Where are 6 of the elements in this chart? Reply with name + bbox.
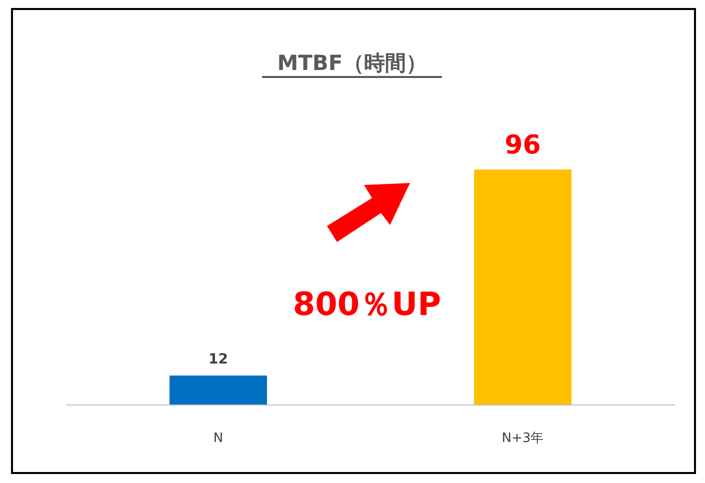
chart-title: MTBF（時間） [277, 51, 427, 75]
data-label: 12 [208, 352, 228, 368]
annotation: 800％UP [292, 285, 442, 323]
data-label: 96 [504, 130, 541, 160]
x-tick-label: N+3年 [502, 431, 544, 446]
x-tick-label: N [213, 431, 224, 446]
